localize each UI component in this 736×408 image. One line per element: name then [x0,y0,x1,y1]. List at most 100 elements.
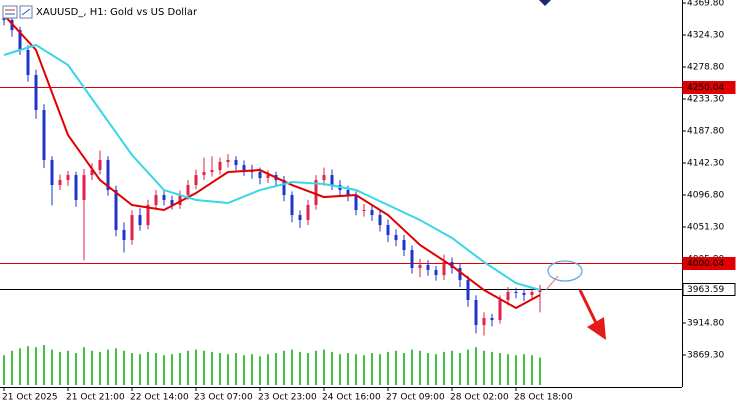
volume-bar [147,351,149,385]
candle-body [210,170,214,173]
candle-body [490,318,494,320]
volume-bar [203,350,205,385]
shift-marker [539,0,551,6]
plot-layer [0,6,682,385]
candle-body [186,185,190,196]
volume-bar [331,351,333,385]
volume-bar [491,351,493,385]
volume-bar [43,345,45,385]
volume-bar [483,350,485,385]
volume-bar [299,351,301,385]
candle-body [298,215,302,221]
volume-bar [451,350,453,385]
candle-body [538,288,542,292]
candle-body [218,162,222,171]
volume-bar [435,354,437,385]
candle-body [58,180,62,186]
candle-body [42,109,46,160]
candle-body [514,291,518,293]
volume-bar [251,354,253,385]
volume-bar [139,354,141,385]
candle-body [258,172,262,178]
volume-bar [59,351,61,385]
volume-bar [307,353,309,385]
volume-bar [243,355,245,385]
volume-bar [355,354,357,385]
annotation-arrow-shaft [578,289,598,324]
candle-body [282,180,286,196]
candle-body [194,175,198,186]
volume-bar [211,351,213,385]
volume-bar [235,353,237,385]
candle-body [402,240,406,251]
volume-bar [83,347,85,385]
volume-bar [395,350,397,385]
y-tick-label: 4233.30 [687,95,724,105]
volume-bar [51,349,53,385]
x-tick-label: 24 Oct 16:00 [322,393,381,403]
volume-bar [427,353,429,385]
volume-bar [67,350,69,385]
candle-body [530,291,534,296]
volume-bar [291,349,293,385]
y-tick-label: 4324.30 [687,31,724,41]
candle-body [202,172,206,176]
volume-bar [339,354,341,385]
candle-body [18,30,22,51]
candle-body [146,204,150,226]
volume-bar [467,349,469,385]
volume-bar [3,355,5,385]
volume-bar [411,349,413,385]
candle-body [354,195,358,210]
volume-bar [459,353,461,385]
volume-bar [507,354,509,385]
candle-body [418,264,422,269]
candle-body [138,215,142,226]
annotation-ellipse [547,260,583,282]
volume-bar [475,347,477,385]
y-tick-label: 4369.80 [687,0,724,9]
candle-body [178,195,182,205]
candle-body [34,75,38,110]
candle-body [322,175,326,181]
volume-bar [283,350,285,385]
candle-body [226,159,230,163]
price-level-label: 4250.04 [687,83,724,93]
y-tick-label: 4142.30 [687,159,724,169]
volume-bar [523,354,525,385]
candle-body [426,264,430,270]
candle-body [266,175,270,178]
volume-bar [123,350,125,385]
annotation-arrow-small [545,275,559,291]
price-level-label: 3963.59 [687,285,724,295]
x-tick-label: 28 Oct 18:00 [514,393,573,403]
candle-body [74,175,78,201]
price-level-box [682,257,736,270]
candle-body [506,291,510,301]
y-tick-label: 4051.30 [687,223,724,233]
volume-bar [531,355,533,385]
candle-body [434,269,438,276]
annotation-arrow-head [587,317,606,340]
icon-line [21,8,31,16]
volume-bar [195,349,197,385]
volume-bar [499,353,501,385]
volume-bar [179,353,181,385]
volume-bar [155,353,157,385]
volume-bar [515,355,517,385]
volume-bar [539,357,541,385]
candle-body [346,190,350,196]
candle-body [474,300,478,326]
x-tick-label: 23 Oct 07:00 [194,393,253,403]
y-tick-label: 4278.80 [687,63,724,73]
volume-bar [35,347,37,385]
volume-bar [363,355,365,385]
candle-body [306,204,310,221]
candle-body [482,318,486,326]
candle-body [314,180,318,205]
price-level-label: 4000.04 [687,259,724,269]
y-tick-label: 3869.30 [687,351,724,361]
price-level-box [682,81,736,94]
